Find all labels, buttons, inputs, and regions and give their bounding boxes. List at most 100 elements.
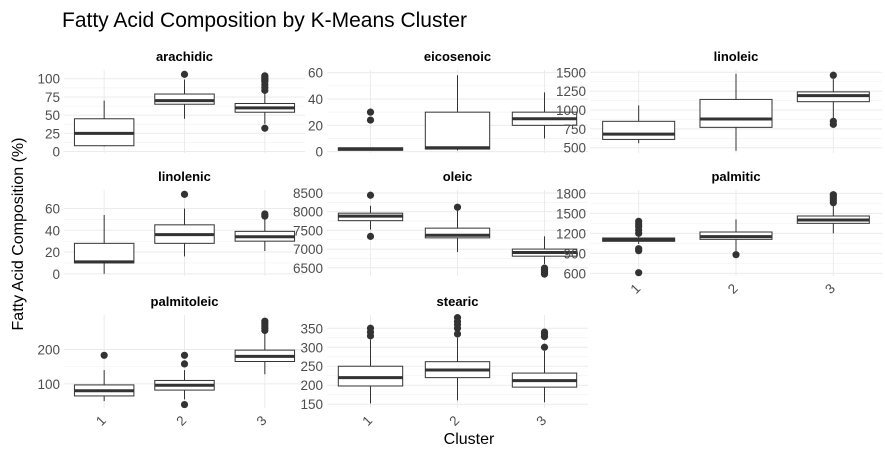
- outlier-point: [540, 343, 549, 351]
- x-tick-label: 3: [822, 281, 838, 297]
- outlier-point: [829, 71, 837, 79]
- outlier-point: [829, 191, 837, 199]
- box-cluster-1: [337, 108, 404, 151]
- x-tick-label: 1: [93, 413, 109, 429]
- y-tick-label: 100: [37, 72, 60, 87]
- outlier-point: [261, 124, 269, 132]
- y-tick-label: 8500: [293, 186, 323, 201]
- box-cluster-1: [73, 100, 135, 147]
- outlier-point: [261, 210, 269, 218]
- box-cluster-3: [234, 210, 296, 251]
- y-tick-label: 7500: [293, 223, 323, 238]
- outlier-point: [540, 264, 549, 272]
- y-tick-label: 200: [37, 342, 60, 357]
- outlier-point: [635, 269, 643, 277]
- box-cluster-1: [73, 215, 135, 274]
- y-tick-label: 75: [45, 90, 60, 105]
- outlier-point: [453, 314, 462, 322]
- box-iqr: [337, 365, 404, 387]
- facet-linolenic: linolenic 0 20 40 60: [45, 169, 305, 282]
- box-iqr: [602, 120, 676, 140]
- box-cluster-2: [699, 73, 773, 151]
- box-cluster-1: [337, 191, 404, 240]
- outlier-point: [180, 351, 189, 359]
- box-cluster-3: [796, 191, 870, 234]
- box-cluster-2: [154, 351, 215, 409]
- y-tick-label: 1800: [556, 186, 586, 201]
- x-tick-label: 2: [173, 413, 189, 429]
- facet-label: linoleic: [714, 49, 759, 64]
- box-cluster-1: [602, 217, 676, 277]
- y-tick-label: 750: [563, 122, 586, 137]
- facet-label: palmitoleic: [151, 294, 219, 309]
- box-cluster-3: [511, 328, 578, 403]
- y-tick-label: 0: [52, 145, 60, 160]
- x-tick-label: 3: [533, 413, 549, 429]
- facet-eicosenoic: eicosenoic 0 20 40 60: [308, 49, 588, 160]
- y-tick-label: 1500: [556, 65, 586, 80]
- y-tick-label: 7000: [293, 242, 323, 257]
- outlier-point: [180, 70, 189, 78]
- box-cluster-3: [511, 92, 578, 139]
- box-cluster-3: [234, 72, 296, 132]
- y-tick-label: 8000: [293, 205, 323, 220]
- y-tick-label: 1200: [556, 226, 586, 241]
- facet-panels: arachidic0255075100eicosenoic0204060lino…: [37, 49, 882, 429]
- y-tick-label: 6500: [293, 261, 323, 276]
- box-iqr: [73, 242, 135, 264]
- box-cluster-1: [337, 324, 404, 404]
- y-tick-label: 1250: [556, 84, 586, 99]
- outlier-point: [635, 217, 643, 225]
- outlier-point: [829, 117, 837, 125]
- y-tick-label: 50: [45, 108, 60, 123]
- facet-linoleic: linoleic 500 750 1000 1250 1500: [556, 49, 882, 156]
- facet-label: eicosenoic: [424, 49, 491, 64]
- box-cluster-2: [154, 190, 215, 257]
- facet-label: palmitic: [711, 169, 760, 184]
- box-cluster-1: [602, 105, 676, 144]
- y-tick-label: 1500: [556, 206, 586, 221]
- y-tick-label: 600: [563, 266, 586, 281]
- y-tick-label: 20: [308, 118, 323, 133]
- box-cluster-2: [699, 219, 773, 259]
- facet-palmitoleic: palmitoleic 100 200 1 2 3: [37, 294, 305, 429]
- y-tick-label: 150: [300, 397, 323, 412]
- outlier-point: [366, 191, 375, 199]
- y-tick-label: 1000: [556, 103, 586, 118]
- facet-label: oleic: [443, 169, 473, 184]
- facet-label: stearic: [437, 294, 479, 309]
- x-tick-label: 3: [254, 413, 270, 429]
- x-axis-title: Cluster: [444, 431, 495, 448]
- y-tick-label: 40: [45, 223, 60, 238]
- facet-oleic: oleic 6500 7000 7500 8000 8500: [293, 169, 588, 278]
- outlier-point: [100, 351, 108, 359]
- facet-arachidic: arachidic 0 25 50 75 100: [37, 49, 305, 160]
- y-tick-label: 500: [563, 141, 586, 156]
- y-tick-label: 900: [563, 246, 586, 261]
- box-cluster-2: [424, 75, 491, 151]
- outlier-point: [453, 330, 462, 338]
- box-iqr: [424, 111, 491, 150]
- y-tick-label: 100: [37, 377, 60, 392]
- box-cluster-3: [234, 317, 296, 375]
- x-tick-label: 2: [725, 281, 741, 297]
- x-tick-label: 2: [446, 413, 462, 429]
- y-tick-label: 350: [300, 321, 323, 336]
- outlier-point: [732, 251, 740, 259]
- box-iqr: [424, 227, 491, 239]
- y-tick-label: 20: [45, 245, 60, 260]
- y-tick-label: 0: [52, 267, 60, 282]
- box-cluster-2: [424, 203, 491, 253]
- y-tick-label: 200: [300, 378, 323, 393]
- outlier-point: [635, 245, 643, 253]
- box-cluster-2: [424, 314, 491, 401]
- y-axis-title: Fatty Acid Composition (%): [10, 138, 27, 331]
- outlier-point: [540, 328, 549, 336]
- outlier-point: [180, 360, 189, 368]
- outlier-point: [453, 203, 462, 211]
- chart-title: Fatty Acid Composition by K-Means Cluste…: [62, 9, 467, 32]
- x-tick-label: 1: [359, 413, 375, 429]
- y-tick-label: 40: [308, 92, 323, 107]
